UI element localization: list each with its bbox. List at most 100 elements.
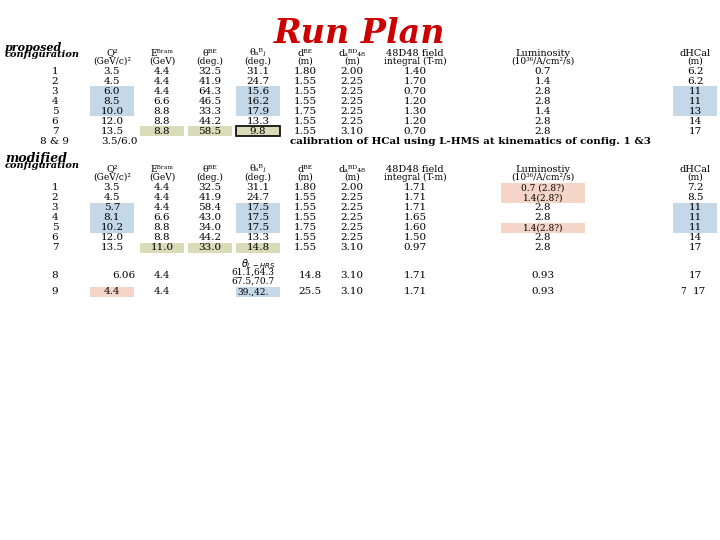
FancyBboxPatch shape	[501, 183, 585, 193]
Text: 1.60: 1.60	[403, 224, 426, 233]
Text: 0.70: 0.70	[403, 86, 426, 96]
Text: 0.7: 0.7	[535, 66, 552, 76]
Text: 24.7: 24.7	[246, 77, 269, 85]
FancyBboxPatch shape	[90, 213, 134, 223]
Text: 11: 11	[688, 224, 701, 233]
Text: dₐᴮᴰ₄₈: dₐᴮᴰ₄₈	[338, 165, 366, 173]
Text: 6.6: 6.6	[154, 97, 170, 105]
Text: 15.6: 15.6	[246, 86, 269, 96]
Text: 1.55: 1.55	[294, 117, 317, 125]
Text: 13.3: 13.3	[246, 117, 269, 125]
Text: 2.8: 2.8	[535, 117, 552, 125]
Text: (deg.): (deg.)	[245, 172, 271, 181]
Text: 14.8: 14.8	[246, 244, 269, 253]
Text: 1: 1	[52, 66, 58, 76]
Text: 1.20: 1.20	[403, 97, 426, 105]
Text: 4.4: 4.4	[154, 287, 170, 296]
Text: Q²: Q²	[106, 165, 118, 173]
Text: dHCal: dHCal	[680, 165, 711, 173]
Text: 3: 3	[52, 86, 58, 96]
Text: 10.2: 10.2	[100, 224, 124, 233]
Text: 4.5: 4.5	[104, 193, 120, 202]
Text: 8.5: 8.5	[687, 193, 703, 202]
Text: 2.8: 2.8	[535, 126, 552, 136]
Text: (m): (m)	[344, 57, 360, 65]
Text: 41.9: 41.9	[199, 77, 222, 85]
Text: dᴮᴱ: dᴮᴱ	[297, 49, 312, 57]
Text: 1.65: 1.65	[403, 213, 426, 222]
Text: 5.7: 5.7	[104, 204, 120, 213]
Text: 1.55: 1.55	[294, 86, 317, 96]
Text: 7.2: 7.2	[687, 184, 703, 192]
FancyBboxPatch shape	[90, 287, 134, 297]
Text: modified: modified	[5, 152, 67, 165]
Text: 1.75: 1.75	[294, 224, 317, 233]
Text: 2.25: 2.25	[341, 97, 364, 105]
Text: 8.1: 8.1	[104, 213, 120, 222]
Text: 2.25: 2.25	[341, 213, 364, 222]
Text: 2.25: 2.25	[341, 204, 364, 213]
Text: 64.3: 64.3	[199, 86, 222, 96]
Text: Eᴮʳᵃᵐ: Eᴮʳᵃᵐ	[150, 49, 174, 57]
Text: (GeV): (GeV)	[149, 172, 175, 181]
Text: 2.8: 2.8	[535, 244, 552, 253]
Text: 1.4: 1.4	[535, 106, 552, 116]
Text: 13.3: 13.3	[246, 233, 269, 242]
Text: 0.7 (2.8?): 0.7 (2.8?)	[521, 184, 564, 192]
FancyBboxPatch shape	[140, 126, 184, 136]
Text: 4.4: 4.4	[104, 287, 120, 296]
Text: 11: 11	[688, 97, 701, 105]
Text: 1.55: 1.55	[294, 244, 317, 253]
Text: 1.55: 1.55	[294, 77, 317, 85]
Text: 17: 17	[688, 126, 701, 136]
Text: 17: 17	[693, 287, 706, 296]
Text: dₐᴮᴰ₄₈: dₐᴮᴰ₄₈	[338, 49, 366, 57]
Text: 1.4: 1.4	[535, 77, 552, 85]
Text: (GeV/c)²: (GeV/c)²	[93, 172, 131, 181]
Text: 0.93: 0.93	[531, 272, 554, 280]
Text: 1.20: 1.20	[403, 117, 426, 125]
FancyBboxPatch shape	[188, 126, 232, 136]
FancyBboxPatch shape	[501, 223, 585, 233]
Text: 7: 7	[680, 287, 686, 296]
Text: 6.6: 6.6	[154, 213, 170, 222]
FancyBboxPatch shape	[673, 223, 717, 233]
Text: Luminostiy: Luminostiy	[516, 165, 570, 173]
Text: 8.8: 8.8	[154, 106, 170, 116]
Text: 8.5: 8.5	[104, 97, 120, 105]
Text: 3.5: 3.5	[104, 184, 120, 192]
FancyBboxPatch shape	[236, 213, 280, 223]
Text: 43.0: 43.0	[199, 213, 222, 222]
Text: 16.2: 16.2	[246, 97, 269, 105]
Text: 6.0: 6.0	[104, 86, 120, 96]
Text: 7: 7	[52, 126, 58, 136]
Text: 2.25: 2.25	[341, 86, 364, 96]
Text: 8.8: 8.8	[154, 126, 170, 136]
Text: 2.8: 2.8	[535, 233, 552, 242]
Text: 7: 7	[52, 244, 58, 253]
Text: 1.70: 1.70	[403, 77, 426, 85]
Text: 48D48 field: 48D48 field	[386, 49, 444, 57]
Text: 13.5: 13.5	[100, 244, 124, 253]
Text: (GeV/c)²: (GeV/c)²	[93, 57, 131, 65]
Text: 1.71: 1.71	[403, 287, 426, 296]
Text: (m): (m)	[344, 172, 360, 181]
Text: 1.71: 1.71	[403, 193, 426, 202]
FancyBboxPatch shape	[501, 193, 585, 203]
Text: 17: 17	[688, 244, 701, 253]
Text: 2.8: 2.8	[535, 213, 552, 222]
Text: (10³⁶/A/cm²/s): (10³⁶/A/cm²/s)	[511, 172, 575, 181]
Text: 3.10: 3.10	[341, 126, 364, 136]
FancyBboxPatch shape	[236, 243, 280, 253]
FancyBboxPatch shape	[236, 203, 280, 213]
Text: 17: 17	[688, 272, 701, 280]
Text: 2.8: 2.8	[535, 204, 552, 213]
Text: 13: 13	[688, 106, 701, 116]
Text: 1: 1	[52, 184, 58, 192]
Text: (deg.): (deg.)	[197, 172, 223, 181]
Text: 24.7: 24.7	[246, 193, 269, 202]
FancyBboxPatch shape	[236, 96, 280, 106]
Text: 2.00: 2.00	[341, 66, 364, 76]
Text: θᴮᴱ: θᴮᴱ	[202, 165, 217, 173]
Text: 58.5: 58.5	[199, 126, 222, 136]
